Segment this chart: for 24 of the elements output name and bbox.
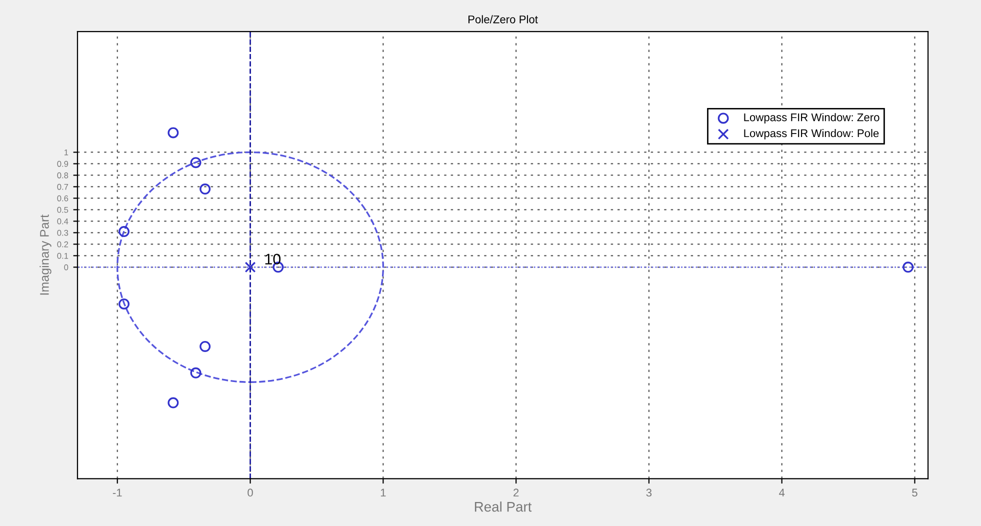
x-tick-label: 2 bbox=[514, 488, 519, 496]
x-tick-label: 3 bbox=[646, 488, 652, 497]
x-tick-label: 0 bbox=[248, 488, 253, 497]
y-tick-label: 0.6 bbox=[57, 195, 68, 202]
y-tick-label: 0.3 bbox=[57, 230, 68, 236]
x-tick-label: 4 bbox=[779, 488, 785, 496]
y-tick-label: 0.8 bbox=[57, 172, 68, 178]
y-tick-label: 0 bbox=[64, 264, 68, 270]
x-tick-label: 5 bbox=[912, 488, 918, 497]
y-tick-label: 0.9 bbox=[57, 160, 68, 167]
y-tick-label: 0.4 bbox=[57, 218, 68, 224]
y-tick-label: 0.1 bbox=[57, 252, 68, 259]
x-tick-label: -1 bbox=[112, 488, 122, 496]
legend-label: Lowpass FIR Window: Pole bbox=[744, 129, 879, 140]
x-tick-label: 1 bbox=[380, 488, 386, 496]
y-axis-title: Imaginary Part bbox=[40, 214, 52, 295]
x-axis-title: Real Part bbox=[474, 502, 532, 512]
y-tick-label: 0.7 bbox=[57, 184, 68, 190]
annotation: 10 bbox=[265, 254, 281, 265]
y-tick-label: 0.2 bbox=[57, 241, 68, 248]
chart-title: Pole/Zero Plot bbox=[468, 15, 538, 24]
y-tick-label: 0.5 bbox=[57, 206, 68, 213]
y-tick-label: 1 bbox=[64, 150, 68, 156]
legend-label: Lowpass FIR Window: Zero bbox=[744, 113, 880, 124]
